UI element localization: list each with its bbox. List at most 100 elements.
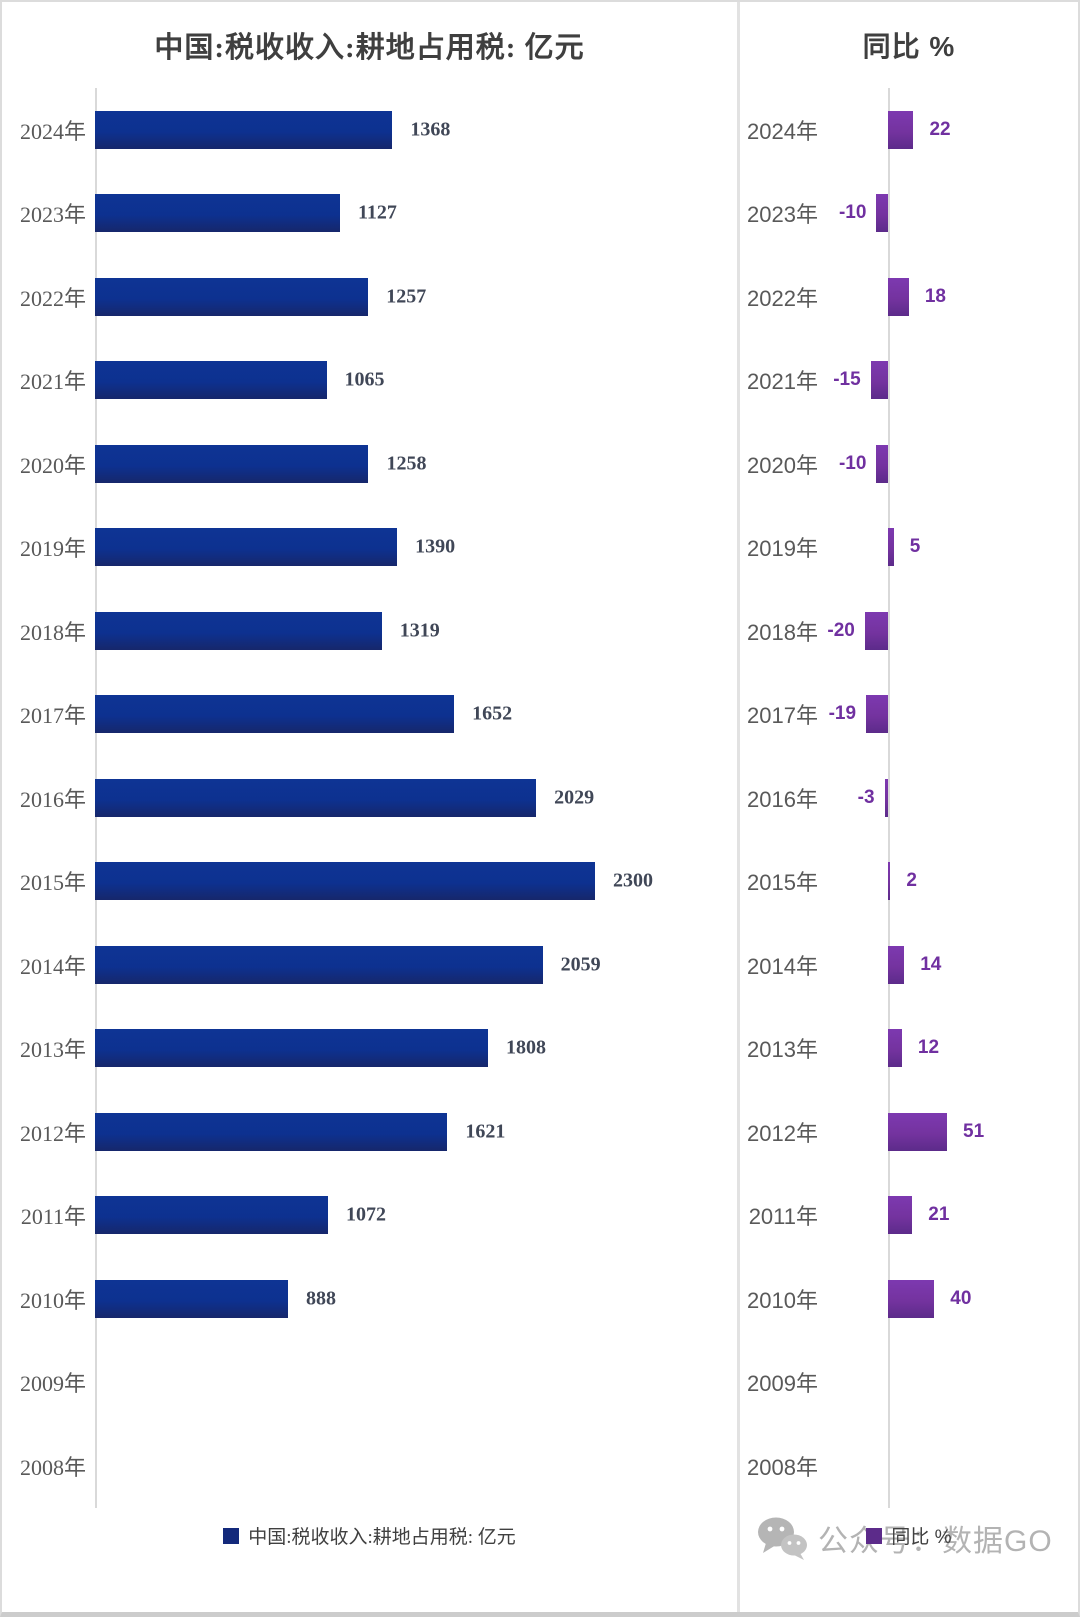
value-label: 2059 bbox=[560, 953, 601, 976]
yoy-bar bbox=[888, 277, 909, 316]
right-plot-area: 2024年 22 2023年 -10 2022年 18 2021年 -15 2020年 -10 20… bbox=[740, 88, 1078, 1508]
value-label: -19 bbox=[828, 703, 857, 725]
year-label: 2023年 bbox=[747, 202, 818, 228]
year-label: 2024年 bbox=[19, 118, 86, 144]
tax-bar bbox=[95, 110, 393, 149]
year-label: 2023年 bbox=[19, 202, 86, 228]
year-label: 2021年 bbox=[747, 369, 818, 395]
value-label: 5 bbox=[909, 536, 921, 558]
tax-bar bbox=[95, 361, 327, 400]
yoy-row: 2008年 bbox=[740, 1424, 1078, 1508]
right-legend: 同比 % bbox=[740, 1522, 1078, 1549]
yoy-row: 2020年 -10 bbox=[740, 422, 1078, 506]
tax-row: 2024年 1368 bbox=[2, 88, 737, 172]
yoy-bar bbox=[888, 1279, 935, 1318]
value-label: 1258 bbox=[386, 452, 427, 475]
tax-bar bbox=[95, 945, 543, 984]
year-label: 2020年 bbox=[747, 452, 818, 478]
value-label: 2 bbox=[906, 870, 917, 892]
value-label: 12 bbox=[917, 1037, 940, 1059]
value-label: 1808 bbox=[506, 1036, 547, 1059]
right-chart-title: 同比 % bbox=[862, 31, 956, 62]
value-label: 18 bbox=[924, 285, 946, 307]
year-label: 2022年 bbox=[747, 285, 818, 311]
value-label: 1257 bbox=[386, 285, 427, 308]
tax-bar bbox=[95, 528, 398, 567]
year-label: 2011年 bbox=[748, 1204, 818, 1230]
yoy-bar bbox=[888, 945, 905, 984]
yoy-row: 2024年 22 bbox=[740, 88, 1078, 172]
left-plot-area: 2024年 1368 2023年 1127 2022年 1257 2021年 1065 2020… bbox=[2, 88, 737, 1508]
left-legend-label: 中国:税收收入:耕地占用税: 亿元 bbox=[248, 1527, 516, 1548]
year-label: 2015年 bbox=[19, 870, 86, 896]
yoy-bar bbox=[876, 444, 888, 483]
value-label: -10 bbox=[838, 202, 867, 224]
tax-bar bbox=[95, 1279, 289, 1318]
tax-row: 2015年 2300 bbox=[2, 840, 737, 924]
yoy-row: 2017年 -19 bbox=[740, 673, 1078, 757]
value-label: 40 bbox=[950, 1287, 972, 1309]
year-label: 2017年 bbox=[747, 703, 818, 729]
yoy-row: 2018年 -20 bbox=[740, 589, 1078, 673]
tax-bar bbox=[95, 277, 369, 316]
yoy-bar bbox=[870, 361, 888, 400]
wechat-icon bbox=[758, 1517, 807, 1560]
yoy-row: 2016年 -3 bbox=[740, 756, 1078, 840]
year-label: 2008年 bbox=[747, 1454, 818, 1480]
year-label: 2015年 bbox=[747, 870, 818, 896]
value-label: 888 bbox=[306, 1287, 337, 1310]
left-footer: 中国:税收收入:耕地占用税: 亿元 bbox=[2, 1508, 737, 1608]
value-label: 1319 bbox=[399, 619, 440, 642]
value-label: 22 bbox=[929, 118, 951, 140]
year-label: 2012年 bbox=[747, 1120, 818, 1146]
yoy-bar bbox=[866, 695, 888, 734]
tax-bar bbox=[95, 695, 455, 734]
tax-row: 2022年 1257 bbox=[2, 255, 737, 339]
value-label: 21 bbox=[928, 1204, 950, 1226]
yoy-row: 2009年 bbox=[740, 1341, 1078, 1425]
value-label: 1065 bbox=[344, 368, 385, 391]
tax-bar bbox=[95, 778, 537, 817]
year-label: 2019年 bbox=[19, 536, 86, 562]
value-label: 1652 bbox=[472, 702, 513, 725]
year-label: 2009年 bbox=[747, 1371, 818, 1397]
value-label: 14 bbox=[920, 953, 942, 975]
year-label: 2016年 bbox=[19, 786, 86, 812]
yoy-bar bbox=[888, 862, 891, 901]
tax-level-panel: 中国:税收收入:耕地占用税: 亿元 2024年 1368 2023年 1127 2022… bbox=[2, 2, 737, 1612]
tax-row: 2023年 1127 bbox=[2, 172, 737, 256]
tax-bar bbox=[95, 1112, 448, 1151]
watermark-text: 公众号：数据GO bbox=[818, 1525, 1053, 1558]
tax-row: 2013年 1808 bbox=[2, 1007, 737, 1091]
year-label: 2021年 bbox=[19, 369, 86, 395]
yoy-row: 2015年 2 bbox=[740, 840, 1078, 924]
tax-row: 2020年 1258 bbox=[2, 422, 737, 506]
left-legend: 中国:税收收入:耕地占用税: 亿元 bbox=[2, 1522, 737, 1549]
legend-swatch-yoy bbox=[866, 1527, 883, 1544]
tax-bar bbox=[95, 611, 382, 650]
value-label: -3 bbox=[857, 786, 875, 808]
value-label: 1621 bbox=[465, 1120, 506, 1143]
year-label: 2019年 bbox=[747, 536, 818, 562]
yoy-bar bbox=[888, 1112, 947, 1151]
year-label: 2014年 bbox=[747, 953, 818, 979]
watermark: 公众号：数据GO bbox=[756, 1516, 1053, 1560]
yoy-row: 2019年 5 bbox=[740, 506, 1078, 590]
value-label: 1368 bbox=[410, 118, 451, 141]
yoy-panel: 同比 % 2024年 22 2023年 -10 2022年 18 2021年 -15 2020年… bbox=[737, 2, 1078, 1612]
yoy-bar bbox=[888, 110, 914, 149]
yoy-row: 2021年 -15 bbox=[740, 339, 1078, 423]
year-label: 2012年 bbox=[19, 1120, 86, 1146]
year-label: 2013年 bbox=[747, 1037, 818, 1063]
value-label: -20 bbox=[827, 619, 855, 641]
yoy-row: 2012年 51 bbox=[740, 1090, 1078, 1174]
tax-bar bbox=[95, 862, 595, 901]
right-axis-line bbox=[888, 88, 890, 1508]
yoy-row: 2013年 12 bbox=[740, 1007, 1078, 1091]
value-label: 2300 bbox=[613, 869, 653, 892]
yoy-row: 2023年 -10 bbox=[740, 172, 1078, 256]
year-label: 2008年 bbox=[19, 1454, 86, 1480]
tax-row: 2017年 1652 bbox=[2, 673, 737, 757]
tax-row: 2008年 bbox=[2, 1424, 737, 1508]
